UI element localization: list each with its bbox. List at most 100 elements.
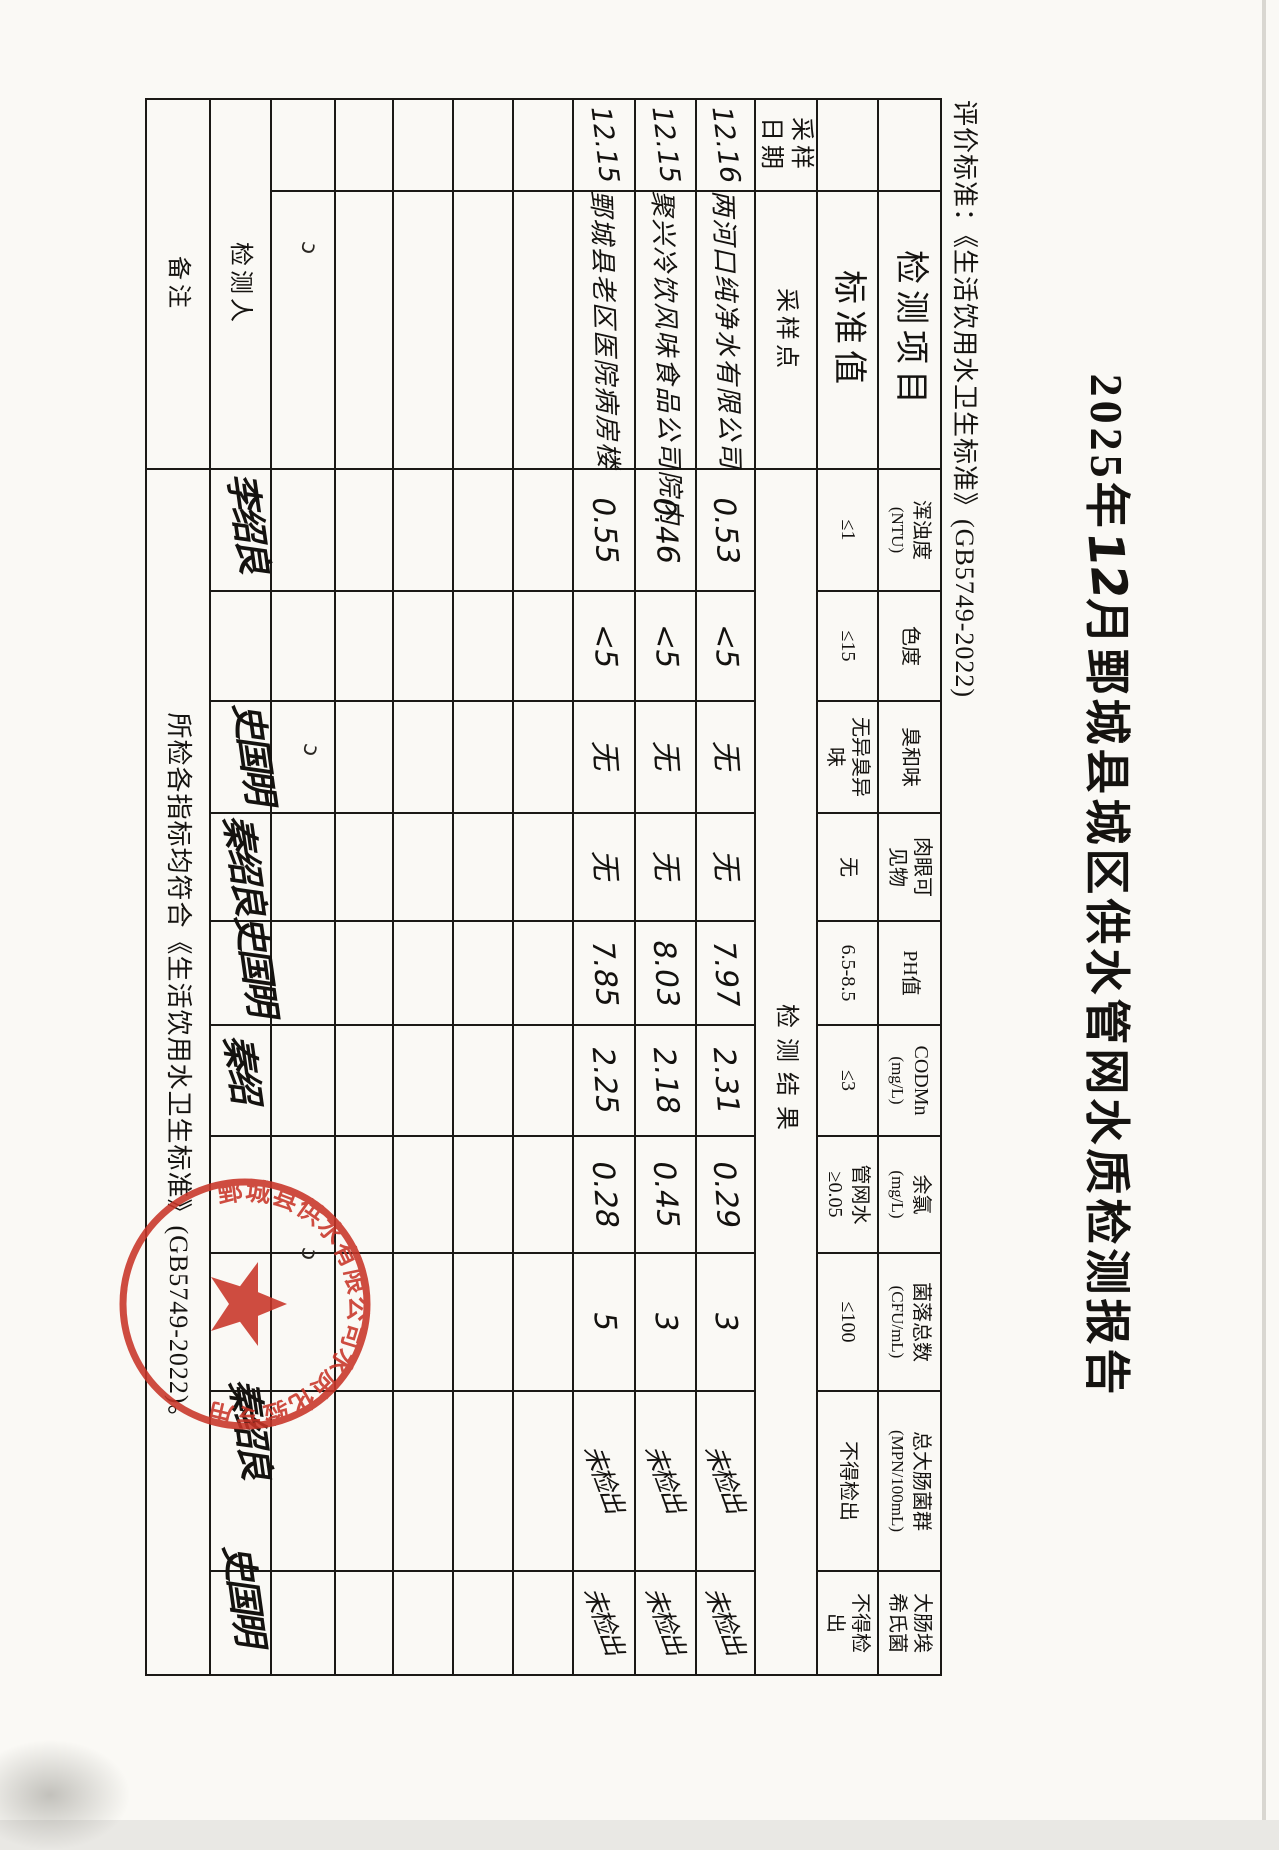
sample-site-cell: 鄄城县老区医院病房楼 — [573, 189, 635, 475]
empty-cell — [453, 1025, 513, 1136]
col-header-color: 色度 — [878, 591, 941, 701]
sample-date: 12.16 — [705, 104, 747, 186]
title-suffix: 月鄄城县城区供水管网水质检测报告 — [1081, 598, 1132, 1399]
standard-text: 无异臭异味 — [824, 717, 872, 797]
standard-value: ≤100 — [817, 1253, 878, 1391]
sample-date-cell: 12.15 — [573, 99, 635, 191]
col-header-residual-chlorine: 余氯 (mg/L) — [878, 1136, 941, 1253]
standard-value: ≤15 — [817, 591, 878, 701]
empty-cell — [271, 99, 335, 191]
empty-cell — [335, 1571, 393, 1675]
empty-cell — [271, 1025, 335, 1136]
empty-cell — [393, 1025, 453, 1136]
empty-cell — [817, 99, 878, 191]
empty-cell — [271, 813, 335, 921]
empty-cell — [513, 99, 573, 191]
empty-cell — [393, 921, 453, 1025]
standard-value: 不得检出 — [817, 1571, 878, 1675]
empty-cell — [453, 701, 513, 813]
col-unit: (mg/L) — [887, 1056, 907, 1105]
empty-cell — [453, 1253, 513, 1391]
measured-value: 未检出 — [577, 1590, 632, 1656]
col-unit: (MPN/100mL) — [887, 1430, 907, 1532]
standard-value: 无异臭异味 — [817, 701, 878, 813]
empty-cell — [453, 99, 513, 191]
sample-date-cell: 12.16 — [696, 99, 755, 191]
measured-value: 未检出 — [638, 1448, 693, 1514]
sample-site: 两河口纯净水有限公司 — [706, 188, 745, 476]
empty-row — [393, 99, 453, 1675]
empty-cell — [453, 191, 513, 469]
empty-cell — [513, 591, 573, 701]
measured-value: 0.45 — [645, 1158, 686, 1231]
empty-cell — [453, 813, 513, 921]
value-cell: 未检出 — [696, 1391, 755, 1571]
col-header-ph: PH值 — [878, 921, 941, 1025]
value-cell: 无 — [635, 701, 696, 813]
col-header-total-coliform: 总大肠菌群 (MPN/100mL) — [878, 1391, 941, 1571]
measured-value: 无 — [706, 739, 745, 775]
empty-cell — [393, 701, 453, 813]
sample-site-cell: 聚兴冷饮风味食品公司院内 — [635, 189, 696, 531]
standard-text: 不得检出 — [824, 1593, 872, 1653]
empty-cell — [335, 921, 393, 1025]
empty-cell — [513, 1136, 573, 1253]
empty-cell — [513, 1391, 573, 1571]
report-title: 2025年12月鄄城县城区供水管网水质检测报告 — [1076, 98, 1143, 1674]
value-cell: <5 — [696, 591, 755, 701]
measured-value: 0.53 — [705, 494, 746, 566]
empty-cell — [453, 591, 513, 701]
header-row-items: 检测项目 浑浊度 (NTU) 色度 臭和味 肉眼可见物 PH值 CODMn (mg/… — [878, 99, 941, 1675]
col-name: 菌落总数 — [909, 1282, 932, 1362]
value-cell: 0.28 — [573, 1136, 635, 1253]
corner-label-date: 采样日期 — [755, 99, 817, 191]
sample-site: 鄄城县老区医院病房楼 — [585, 188, 624, 476]
data-row: 12.16 两河口纯净水有限公司 0.53 <5 无 无 7.97 2.31 0… — [696, 99, 755, 1675]
measured-value: 0.28 — [584, 1158, 625, 1231]
col-name: 浑浊度 — [909, 500, 932, 560]
title-prefix: 2025年 — [1081, 373, 1132, 532]
measured-value: <5 — [646, 621, 686, 671]
col-header-codmn: CODMn (mg/L) — [878, 1025, 941, 1136]
empty-cell — [335, 99, 393, 191]
corner-label-standard: 标准值 — [817, 191, 878, 469]
value-cell: 未检出 — [635, 1571, 696, 1675]
col-name: 余氯 — [909, 1174, 932, 1215]
empty-cell — [513, 921, 573, 1025]
col-unit: (mg/L) — [887, 1170, 907, 1219]
measured-value: 3 — [707, 1310, 745, 1335]
value-cell: 2.31 — [696, 1025, 755, 1136]
value-cell: 2.18 — [635, 1025, 696, 1136]
empty-cell — [513, 191, 573, 469]
seal-outer-ring — [119, 1178, 371, 1430]
empty-cell — [393, 469, 453, 591]
empty-cell — [393, 1253, 453, 1391]
empty-cell — [513, 1253, 573, 1391]
value-cell: 3 — [635, 1253, 696, 1391]
value-cell: 无 — [696, 813, 755, 921]
empty-cell — [335, 191, 393, 469]
value-cell: 7.97 — [696, 921, 755, 1025]
measured-value: 2.31 — [705, 1044, 746, 1117]
measured-value: 2.18 — [645, 1044, 686, 1117]
measured-value: 无 — [646, 849, 685, 885]
measured-value: 7.85 — [584, 937, 625, 1009]
empty-cell — [393, 591, 453, 701]
col-unit: (CFU/mL) — [887, 1285, 907, 1359]
standard-value: 6.5-8.5 — [817, 921, 878, 1025]
value-cell: 0.29 — [696, 1136, 755, 1253]
value-cell: 未检出 — [573, 1571, 635, 1675]
col-name: CODMn — [909, 1045, 932, 1116]
value-cell: 2.25 — [573, 1025, 635, 1136]
empty-cell — [335, 591, 393, 701]
sample-site-cell: 两河口纯净水有限公司 — [696, 189, 755, 475]
standard-value: 无 — [817, 813, 878, 921]
empty-cell — [513, 1571, 573, 1675]
value-cell: 无 — [573, 813, 635, 921]
inspector-sign-cell — [210, 591, 271, 701]
measured-value: 7.97 — [705, 937, 746, 1009]
measured-value: 未检出 — [698, 1590, 753, 1656]
sample-date: 12.15 — [583, 104, 625, 186]
empty-cell — [271, 1571, 335, 1675]
